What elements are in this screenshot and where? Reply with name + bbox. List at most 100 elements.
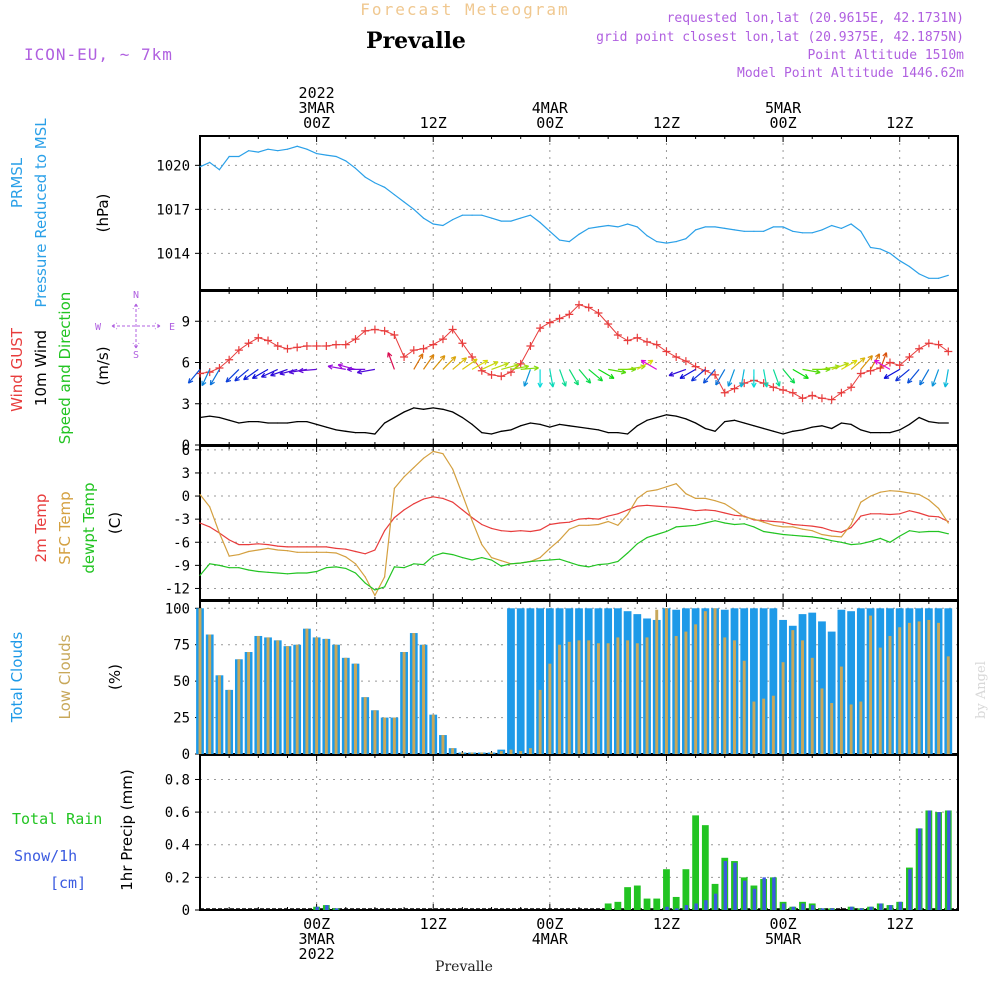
temp-dewpt-point xyxy=(899,535,901,537)
wind-gust-marker xyxy=(526,342,535,350)
wind-speed-point xyxy=(471,423,473,425)
temp-sfc-point xyxy=(811,530,813,532)
precip-snow-bar xyxy=(325,905,329,910)
y-tick-label: 6 xyxy=(182,443,190,459)
wind-speed-point xyxy=(763,427,765,430)
temp-2m-point xyxy=(296,546,298,548)
cloud-total-bar xyxy=(516,608,525,754)
temp-sfc-point xyxy=(908,492,911,494)
wind-direction-arrow xyxy=(782,369,796,384)
temp-2m-point xyxy=(539,529,541,531)
precip-snow-bar xyxy=(675,908,679,910)
wind-gust-marker xyxy=(584,303,593,312)
temp-2m-point xyxy=(199,522,201,524)
cloud-low-bar xyxy=(917,621,921,754)
wind-gust-marker xyxy=(779,386,788,394)
y-tick-label: 50 xyxy=(173,674,190,690)
wind-direction-arrow xyxy=(879,352,888,370)
temp-dewpt-point xyxy=(452,553,454,556)
temp-2m-point xyxy=(568,521,570,523)
precip-snow-bar xyxy=(694,903,698,910)
wind-direction-arrow xyxy=(831,362,850,370)
precip-rain-bar xyxy=(672,896,680,910)
y-tick-label: 0.4 xyxy=(165,838,190,854)
pressure-point xyxy=(821,229,823,231)
wind-gust-marker xyxy=(244,339,253,348)
wind-speed-point xyxy=(374,433,376,435)
precip-rain-bar xyxy=(614,901,622,910)
cloud-total-bar xyxy=(526,608,535,754)
wind-direction-arrow xyxy=(537,369,543,388)
temp-2m-point xyxy=(345,548,347,550)
wind-gust-marker xyxy=(215,364,224,372)
clouds-low-label: Low Clouds xyxy=(56,634,74,719)
wind-gust-marker xyxy=(312,342,321,350)
precip-snow-label: Snow/1h xyxy=(14,847,77,865)
cloud-low-bar xyxy=(315,637,319,754)
cloud-total-bar xyxy=(769,608,778,754)
temp-sfc-point xyxy=(218,532,221,534)
cloud-low-bar xyxy=(869,615,872,754)
cloud-low-bar xyxy=(198,608,202,754)
pressure-point xyxy=(763,230,765,232)
pressure-point xyxy=(558,239,561,241)
cloud-low-bar xyxy=(859,701,863,754)
temp-dewpt-point xyxy=(364,582,366,584)
temp-2m-point xyxy=(597,518,600,520)
wind-gust-marker xyxy=(477,366,486,375)
temp-2m-point xyxy=(325,546,327,548)
wind-gust-marker xyxy=(905,353,914,361)
wind-speed-point xyxy=(247,421,250,423)
precip-rain-bar xyxy=(653,898,661,910)
wind-speed-point xyxy=(461,416,463,419)
wind-gust-marker xyxy=(458,339,467,348)
pressure-point xyxy=(490,217,493,219)
temp-dewpt-point xyxy=(763,530,765,533)
pressure-point xyxy=(403,201,405,203)
temp-sfc-line xyxy=(199,450,949,597)
wind-gust-marker xyxy=(681,357,690,366)
cloud-total-bar xyxy=(847,611,855,754)
wind-gust-marker xyxy=(662,347,671,356)
precip-snow-bar xyxy=(723,861,728,910)
wind-gust-marker xyxy=(497,372,506,381)
pressure-point xyxy=(364,176,366,178)
temp-sfc-label: SFC Temp xyxy=(56,491,74,564)
wind-speed-point xyxy=(782,433,784,435)
wind-direction-arrow xyxy=(679,368,696,379)
pressure-point xyxy=(685,238,687,240)
temp-dewpt-point xyxy=(228,567,230,569)
pressure-point xyxy=(238,155,240,158)
pressure-point xyxy=(529,214,532,216)
temp-2m-point xyxy=(811,525,813,527)
precip-rain-bar xyxy=(701,825,709,910)
pressure-point xyxy=(500,220,502,222)
cloud-total-bar xyxy=(507,608,515,754)
temp-sfc-point xyxy=(860,501,862,503)
wind-speed-point xyxy=(539,423,541,425)
temp-2m-point xyxy=(432,496,434,498)
temp-sfc-point xyxy=(733,509,736,511)
temp-dewpt-point xyxy=(850,543,852,546)
wind-speed-point xyxy=(636,425,638,427)
cloud-low-bar xyxy=(354,663,357,754)
temp-2m-point xyxy=(393,517,395,519)
temp-dewpt-point xyxy=(306,572,308,574)
pressure-label-prmsl: PRMSL xyxy=(8,157,26,208)
temp-sfc-point xyxy=(714,500,716,502)
temp-sfc-point xyxy=(724,503,726,505)
pressure-point xyxy=(413,208,415,210)
wind-gust-marker xyxy=(506,368,515,377)
precip-rain-label: Total Rain xyxy=(12,810,102,828)
wind-direction-arrow xyxy=(578,369,592,384)
cloud-low-bar xyxy=(577,640,581,754)
precip-rain-bar xyxy=(663,869,670,910)
temp-dewpt-label: dewpt Temp xyxy=(80,482,98,573)
wind-speed-point xyxy=(364,432,366,434)
precip-snow-bar xyxy=(801,903,805,910)
wind-gust-marker xyxy=(856,369,865,378)
wind-speed-point xyxy=(510,429,512,431)
wind-speed-point xyxy=(267,422,269,424)
pressure-point xyxy=(665,242,668,244)
wind-direction-arrow xyxy=(715,369,726,386)
